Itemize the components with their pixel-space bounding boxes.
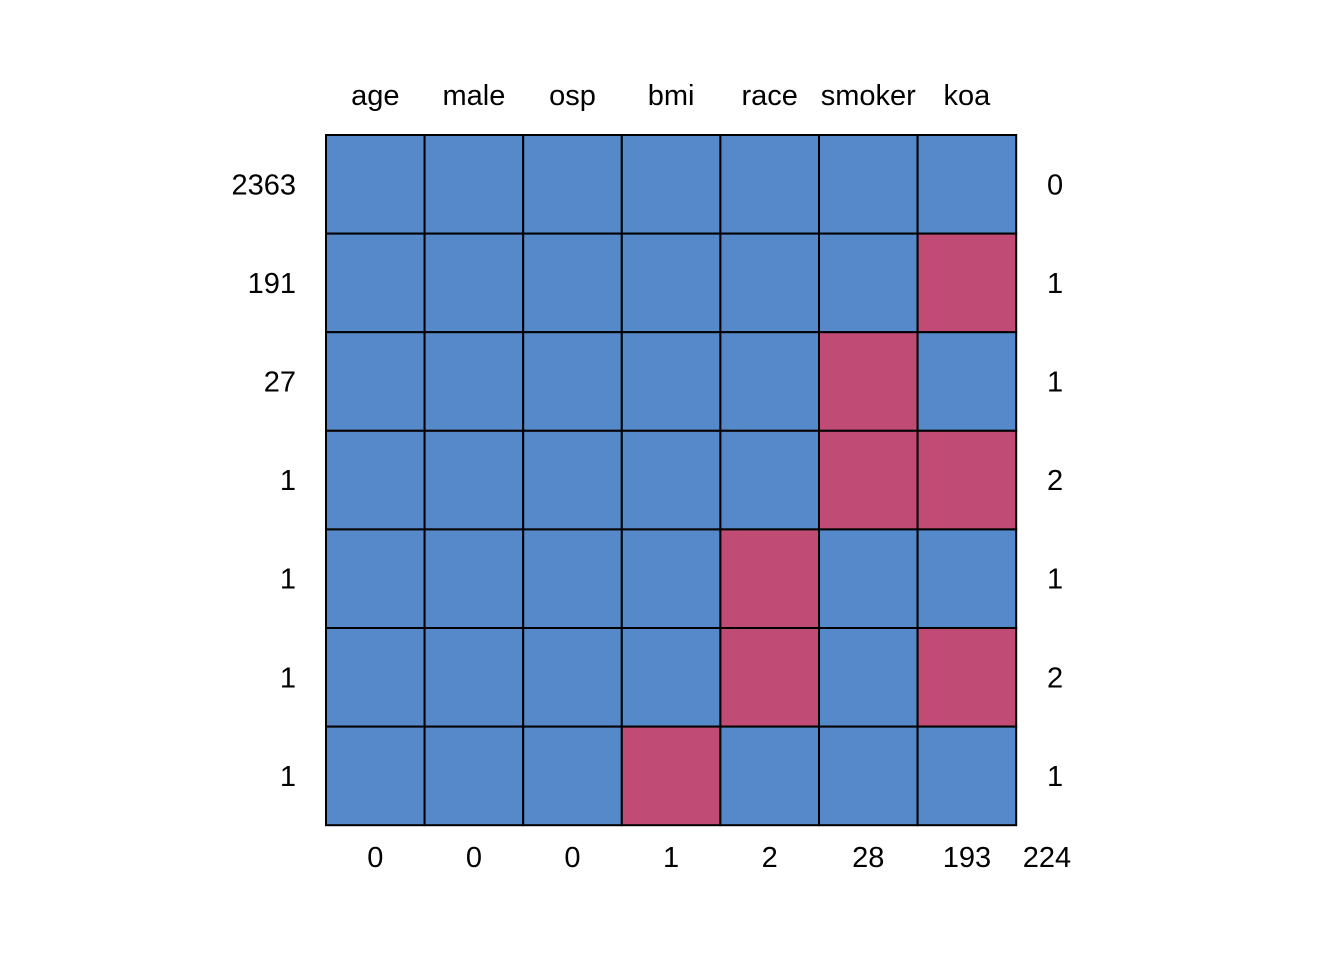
observed-cell (522, 331, 623, 432)
pattern-missing-count: 1 (1047, 367, 1063, 399)
variable-missing-total: 193 (943, 842, 991, 874)
observed-cell (522, 725, 623, 827)
variable-missing-total: 2 (762, 842, 778, 874)
pattern-missing-count: 2 (1047, 662, 1063, 694)
missing-cell (719, 627, 821, 728)
variable-header: race (741, 80, 797, 112)
observed-cell (818, 627, 919, 728)
missing-cell (719, 528, 821, 630)
observed-cell (522, 232, 623, 334)
variable-header: male (442, 80, 505, 112)
pattern-counts: 2363 191 27 1 1 1 1 (231, 169, 296, 793)
missing-cell (620, 725, 722, 827)
pattern-count: 1 (280, 761, 296, 793)
observed-cell (916, 331, 1018, 432)
observed-cell (916, 725, 1018, 827)
missing-cell (818, 429, 919, 531)
observed-cell (719, 331, 821, 432)
variable-header: bmi (648, 80, 695, 112)
pattern-missing-count: 1 (1047, 564, 1063, 596)
observed-cell (325, 232, 426, 334)
observed-cell (818, 725, 919, 827)
total-missing-label: 224 (1023, 842, 1071, 874)
observed-cell (916, 134, 1018, 235)
observed-cell (719, 725, 821, 827)
pattern-missing-count: 0 (1047, 169, 1063, 201)
observed-cell (620, 232, 722, 334)
observed-cell (325, 725, 426, 827)
pattern-missing-count: 1 (1047, 268, 1063, 300)
observed-cell (719, 232, 821, 334)
missing-cell (916, 232, 1018, 334)
missing-cell (916, 429, 1018, 531)
observed-cell (719, 134, 821, 235)
variable-missing-total: 0 (564, 842, 580, 874)
pattern-missing-count: 1 (1047, 761, 1063, 793)
pattern-count: 2363 (231, 169, 296, 201)
observed-cell (325, 134, 426, 235)
observed-cell (818, 232, 919, 334)
pattern-count: 1 (280, 465, 296, 497)
pattern-count: 191 (248, 268, 296, 300)
observed-cell (620, 627, 722, 728)
missing-cell (818, 331, 919, 432)
observed-cell (325, 429, 426, 531)
observed-cell (423, 627, 525, 728)
observed-cell (818, 134, 919, 235)
observed-cell (325, 528, 426, 630)
variable-header: koa (944, 80, 992, 112)
observed-cell (423, 232, 525, 334)
observed-cell (620, 331, 722, 432)
pattern-missing-counts: 0 1 1 2 1 2 1 (1047, 169, 1063, 793)
pattern-grid (325, 134, 1018, 827)
observed-cell (620, 134, 722, 235)
variable-missing-total: 1 (663, 842, 679, 874)
variable-missing-totals: 0 0 0 1 2 28 193 (367, 842, 991, 874)
observed-cell (620, 528, 722, 630)
observed-cell (423, 725, 525, 827)
variable-header: smoker (821, 80, 916, 112)
observed-cell (916, 528, 1018, 630)
observed-cell (423, 331, 525, 432)
observed-cell (522, 134, 623, 235)
observed-cell (522, 429, 623, 531)
observed-cell (423, 134, 525, 235)
pattern-missing-count: 2 (1047, 465, 1063, 497)
variable-missing-total: 0 (367, 842, 383, 874)
variable-missing-total: 28 (852, 842, 884, 874)
variable-header: age (351, 80, 399, 112)
observed-cell (423, 429, 525, 531)
observed-cell (818, 528, 919, 630)
observed-cell (423, 528, 525, 630)
variable-missing-total: 0 (466, 842, 482, 874)
observed-cell (325, 627, 426, 728)
observed-cell (620, 429, 722, 531)
pattern-count: 27 (264, 367, 296, 399)
observed-cell (719, 429, 821, 531)
variable-headers: age male osp bmi race smoker koa (351, 80, 991, 112)
observed-cell (325, 331, 426, 432)
missing-cell (916, 627, 1018, 728)
observed-cell (522, 627, 623, 728)
observed-cell (522, 528, 623, 630)
pattern-count: 1 (280, 564, 296, 596)
variable-header: osp (549, 80, 596, 112)
pattern-count: 1 (280, 662, 296, 694)
